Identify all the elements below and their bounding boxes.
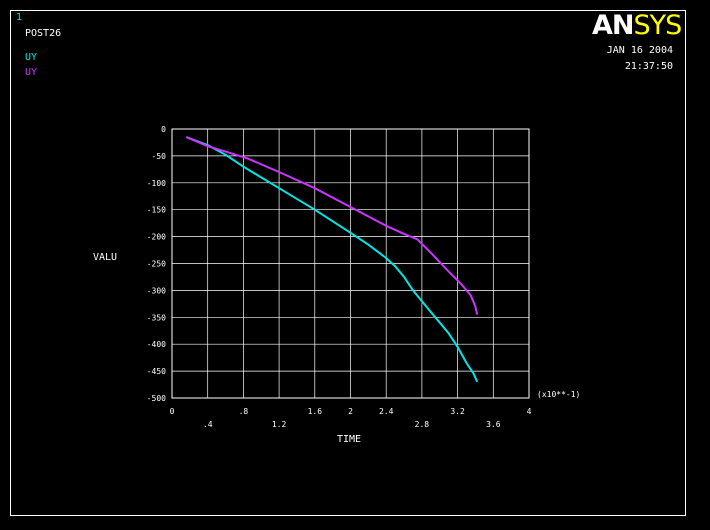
plot-frame	[10, 10, 686, 516]
legend-entry-series2: UY	[25, 67, 38, 78]
x-tick-label: 2.8	[415, 420, 430, 429]
post-processor-label: POST26	[25, 28, 62, 39]
y-tick-label: -500	[147, 394, 166, 403]
x-tick-label: 4	[527, 407, 532, 416]
plot-time: 21:37:50	[624, 61, 673, 72]
y-tick-label: -200	[147, 233, 166, 242]
x-tick-label: 1.6	[308, 407, 323, 416]
x-axis-label: TIME	[337, 434, 361, 445]
x-tick-label: 2	[348, 407, 353, 416]
grid	[171, 128, 530, 399]
y-tick-label: 0	[161, 125, 166, 134]
y-tick-label: -100	[147, 179, 166, 188]
x-tick-label: .8	[239, 407, 249, 416]
x-axis-multiplier: (x10**-1)	[537, 390, 580, 399]
ansys-logo: ANSYS	[592, 10, 683, 41]
y-tick-label: -350	[147, 313, 166, 322]
legend-entry-series1: UY	[25, 52, 38, 63]
logo-text-an: AN	[592, 10, 634, 41]
logo-text-sys: SYS	[633, 10, 683, 41]
x-tick-label: 1.2	[272, 420, 287, 429]
series-layer	[185, 136, 479, 383]
y-tick-label: -150	[147, 206, 166, 215]
y-tick-label: -400	[147, 340, 166, 349]
y-tick-label: -50	[152, 152, 167, 161]
y-tick-label: -250	[147, 260, 166, 269]
x-tick-label: 0	[170, 407, 175, 416]
x-tick-label: .4	[203, 420, 213, 429]
x-tick-label: 2.4	[379, 407, 394, 416]
series-line-2	[185, 136, 479, 315]
y-axis-label: VALU	[93, 252, 117, 263]
window-number: 1	[16, 12, 23, 23]
x-tick-label: 3.2	[450, 407, 465, 416]
y-tick-label: -450	[147, 367, 166, 376]
y-tick-label: -300	[147, 286, 166, 295]
tick-labels: 0 -50 -100 -150 -200 -250 -300 -350 -400 -450 -500…	[147, 125, 532, 429]
x-tick-label: 3.6	[486, 420, 501, 429]
series-line-1	[185, 136, 479, 383]
plot-date: JAN 16 2004	[606, 45, 673, 56]
